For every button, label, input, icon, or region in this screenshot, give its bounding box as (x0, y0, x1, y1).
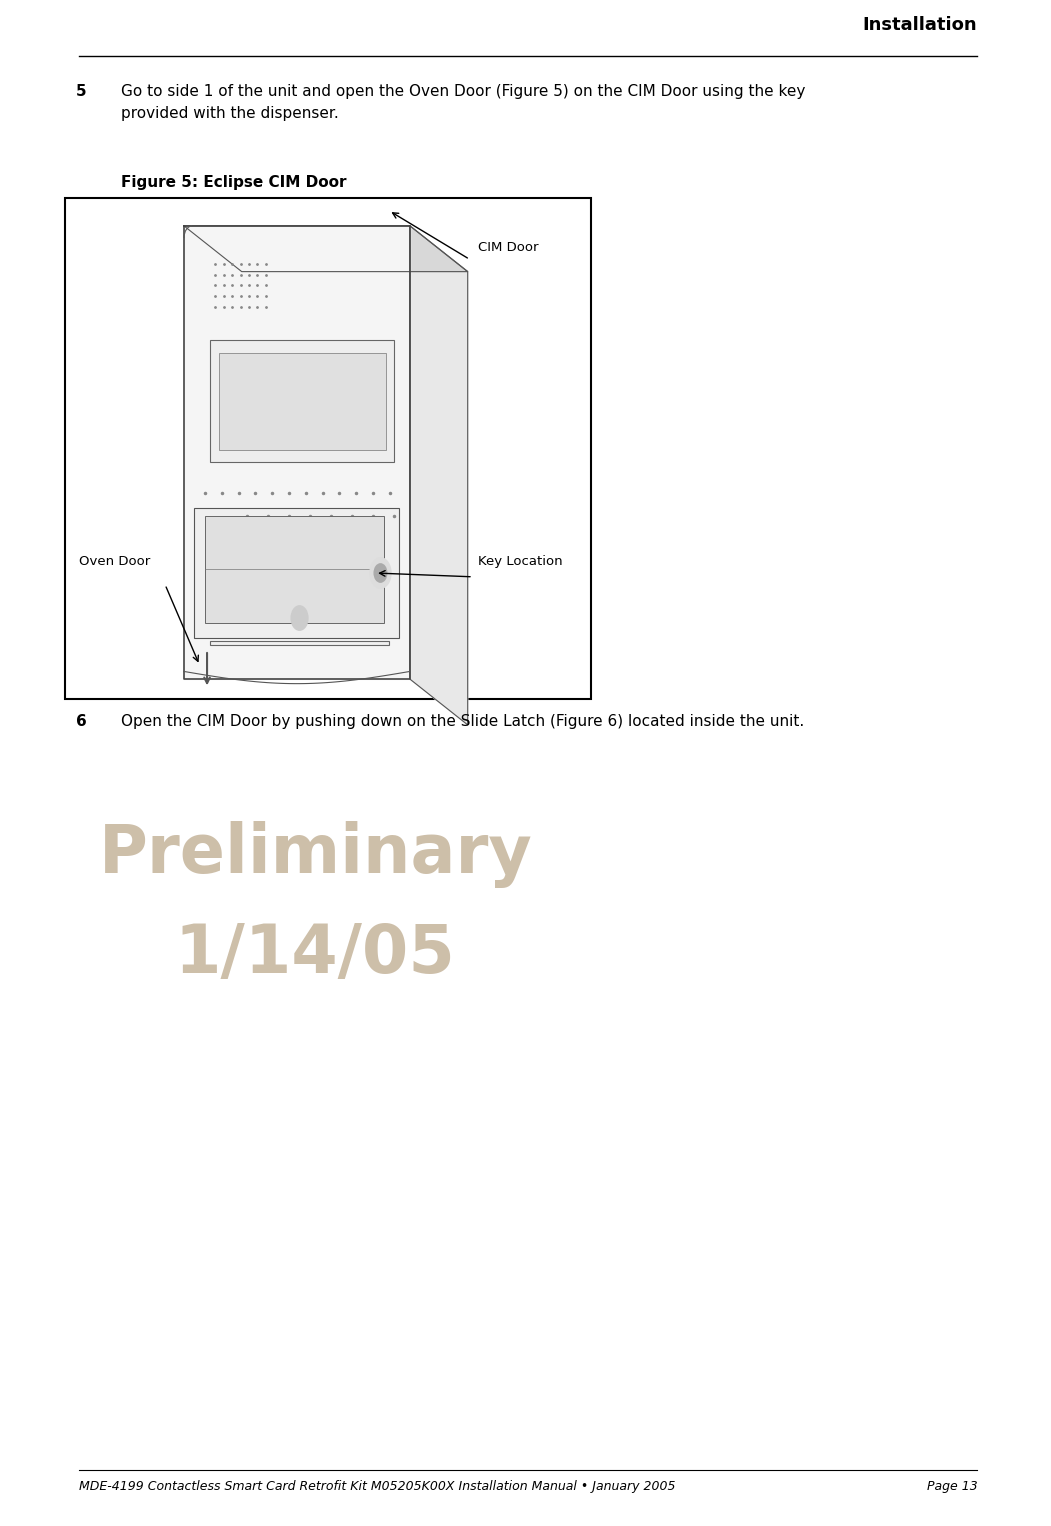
Text: Open the CIM Door by pushing down on the Slide Latch (Figure 6) located inside t: Open the CIM Door by pushing down on the… (121, 714, 804, 729)
Text: Preliminary: Preliminary (99, 821, 532, 888)
Text: Installation: Installation (863, 15, 977, 34)
Bar (219, 353, 386, 450)
Polygon shape (184, 226, 410, 679)
Text: Page 13: Page 13 (927, 1480, 977, 1494)
Text: 5: 5 (76, 84, 86, 99)
Text: MDE-4199 Contactless Smart Card Retrofit Kit M05205K00X Installation Manual • Ja: MDE-4199 Contactless Smart Card Retrofit… (79, 1480, 676, 1494)
Text: Go to side 1 of the unit and open the Oven Door (Figure 5) on the CIM Door using: Go to side 1 of the unit and open the Ov… (121, 84, 805, 121)
Text: Key Location: Key Location (478, 555, 563, 568)
Bar (65, 198, 591, 699)
Circle shape (374, 565, 387, 581)
Text: 6: 6 (76, 714, 86, 729)
Circle shape (291, 606, 308, 630)
Circle shape (370, 559, 391, 589)
Text: 1/14/05: 1/14/05 (174, 920, 456, 987)
Polygon shape (184, 226, 468, 272)
Text: CIM Door: CIM Door (478, 241, 539, 253)
Bar (194, 508, 399, 638)
Text: Figure 5: Eclipse CIM Door: Figure 5: Eclipse CIM Door (121, 175, 347, 191)
Polygon shape (410, 226, 468, 725)
Bar (210, 641, 389, 645)
Text: Oven Door: Oven Door (79, 555, 150, 568)
Bar (210, 340, 394, 462)
Bar (205, 516, 384, 623)
